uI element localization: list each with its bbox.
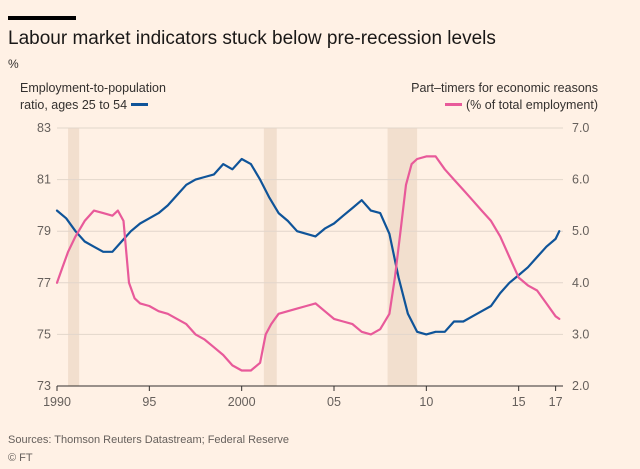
y-left-tick-label: 83 <box>37 121 51 135</box>
y-right-tick-label: 3.0 <box>572 327 589 341</box>
chart-title: Labour market indicators stuck below pre… <box>8 28 496 49</box>
y-left-tick-label: 77 <box>37 276 51 290</box>
x-tick-label: 10 <box>419 395 433 409</box>
x-tick-label: 15 <box>512 395 526 409</box>
legend-right-line1: Part–timers for economic reasons <box>411 81 598 95</box>
legend-left-line2: ratio, ages 25 to 54 <box>20 98 128 112</box>
y-left-tick-label: 73 <box>37 379 51 393</box>
source-note: Sources: Thomson Reuters Datastream; Fed… <box>8 434 290 446</box>
y-left-tick-label: 75 <box>37 327 51 341</box>
x-tick-label: 1990 <box>43 395 71 409</box>
title-accent-bar <box>8 16 76 20</box>
y-right-tick-label: 5.0 <box>572 224 589 238</box>
recession-band-0 <box>68 128 80 386</box>
y-right-tick-label: 2.0 <box>572 379 589 393</box>
part-timers-series-line <box>55 155 561 372</box>
ft-credit: © FT <box>8 452 33 464</box>
legend-part-timers-swatch <box>445 103 462 107</box>
legend-right: Part–timers for economic reasons (% of t… <box>411 80 598 114</box>
recession-band-2 <box>387 128 418 386</box>
legend-left-line1: Employment-to-population <box>20 81 166 95</box>
y-left-tick-label: 81 <box>37 173 51 187</box>
x-tick-label: 2000 <box>228 395 256 409</box>
recession-band-1 <box>263 128 277 386</box>
y-right-tick-label: 7.0 <box>572 121 589 135</box>
legend-employment-swatch <box>131 103 149 107</box>
employment-series-line <box>55 157 561 336</box>
x-tick-label: 95 <box>142 395 156 409</box>
y-right-tick-label: 6.0 <box>572 173 589 187</box>
x-tick-label: 05 <box>327 395 341 409</box>
x-tick-label: 17 <box>549 395 563 409</box>
y-right-tick-label: 4.0 <box>572 276 589 290</box>
y-left-tick-label: 79 <box>37 224 51 238</box>
unit-label: % <box>8 57 19 71</box>
legend-right-line2: (% of total employment) <box>466 98 598 112</box>
legend-left: Employment-to-population ratio, ages 25 … <box>20 80 166 114</box>
